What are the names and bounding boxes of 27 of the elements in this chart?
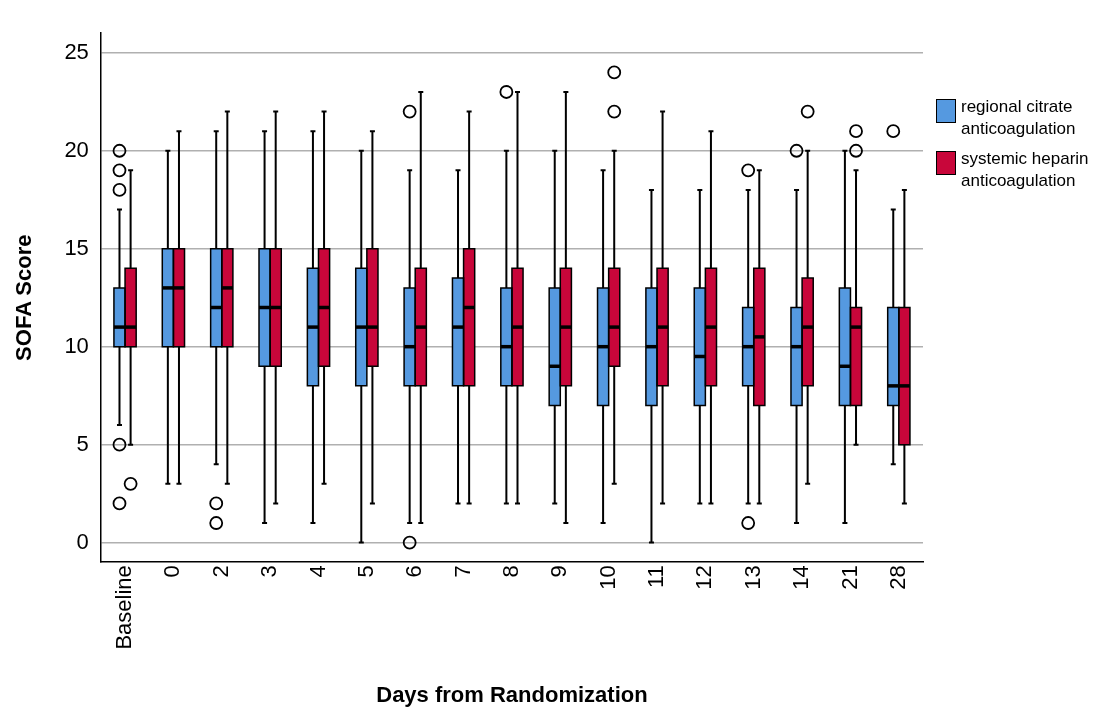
x-axis-title: Days from Randomization bbox=[376, 681, 648, 707]
y-tick-label: 15 bbox=[64, 234, 89, 260]
x-tick-label: 4 bbox=[304, 565, 330, 578]
x-tick-label: 5 bbox=[352, 565, 378, 578]
x-tick-label: 28 bbox=[884, 565, 910, 590]
x-tick-label: 12 bbox=[691, 565, 717, 590]
y-tick-label: 25 bbox=[64, 38, 89, 64]
y-axis-title: SOFA Score bbox=[11, 234, 37, 361]
x-tick-label: 9 bbox=[546, 565, 572, 578]
x-tick-label: 8 bbox=[498, 565, 523, 578]
x-tick-label: 14 bbox=[788, 565, 814, 590]
y-tick-label: 10 bbox=[64, 332, 89, 358]
x-tick-label: Baseline bbox=[111, 565, 137, 650]
x-tick-label: 13 bbox=[739, 565, 765, 590]
y-tick-label: 5 bbox=[76, 430, 89, 456]
x-tick-label: 11 bbox=[643, 565, 669, 589]
x-tick-label: 2 bbox=[207, 565, 233, 578]
legend-label: regional citrate anticoagulation bbox=[961, 96, 1077, 140]
x-tick-label: 3 bbox=[256, 565, 282, 578]
x-tick-label: 0 bbox=[159, 565, 185, 578]
x-tick-label: 10 bbox=[594, 565, 620, 590]
y-tick-label: 20 bbox=[64, 136, 89, 162]
x-tick-label: 21 bbox=[836, 565, 862, 590]
x-tick-label: 7 bbox=[449, 565, 475, 578]
x-tick-label: 6 bbox=[401, 565, 427, 578]
y-tick-label: 0 bbox=[76, 528, 89, 554]
legend-label: systemic heparin anticoagulation bbox=[961, 148, 1090, 192]
